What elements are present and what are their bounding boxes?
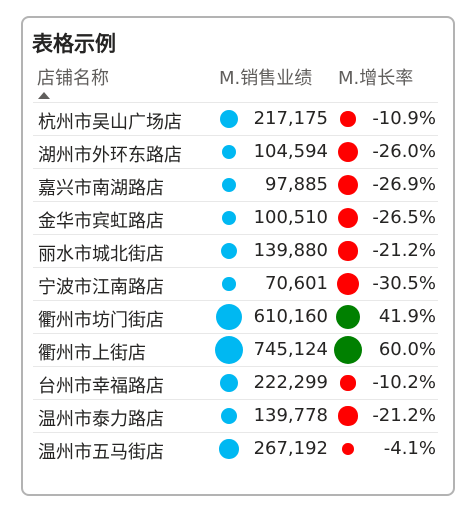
table-visual-card[interactable]: 表格示例 店铺名称 M.销售业绩 M.增长率 杭州市吴山广场店 217,175 -1… [21,16,455,496]
growth-bubble-icon [338,241,358,261]
growth-bubble-icon [334,336,362,364]
growth-bubble-icon [337,273,359,295]
store-name-cell: 台州市幸福路店 [38,376,164,397]
growth-value-cell: -21.2% [372,240,436,261]
sales-value-cell: 745,124 [253,339,328,360]
table-row[interactable]: 金华市宾虹路店 100,510 -26.5% [33,201,438,234]
sales-value-cell: 610,160 [253,306,328,327]
table-row[interactable]: 嘉兴市南湖路店 97,885 -26.9% [33,168,438,201]
growth-bubble-icon [337,174,359,196]
sales-bubble-icon [220,242,238,260]
growth-value-cell: -4.1% [383,438,436,459]
table-body: 杭州市吴山广场店 217,175 -10.9% 湖州市外环东路店 104,594 -26.… [33,102,438,465]
store-name-cell: 丽水市城北街店 [38,244,164,265]
sales-value-cell: 139,880 [253,240,328,261]
sales-value-cell: 104,594 [253,141,328,162]
growth-bubble-icon [342,443,354,455]
store-name-cell: 温州市五马街店 [38,442,164,463]
sales-bubble-icon [220,407,238,425]
table-row[interactable]: 温州市五马街店 267,192 -4.1% [33,432,438,465]
growth-value-cell: -10.2% [372,372,436,393]
sales-bubble-icon [222,277,236,291]
column-header-growth[interactable]: M.增长率 [338,68,414,89]
column-header-store[interactable]: 店铺名称 [37,68,109,89]
growth-value-cell: -21.2% [372,405,436,426]
store-name-cell: 温州市泰力路店 [38,409,164,430]
store-name-cell: 衢州市上街店 [38,343,146,364]
table-row[interactable]: 台州市幸福路店 222,299 -10.2% [33,366,438,399]
sales-value-cell: 267,192 [253,438,328,459]
growth-value-cell: 60.0% [378,339,436,360]
table-row[interactable]: 湖州市外环东路店 104,594 -26.0% [33,135,438,168]
column-header-sales[interactable]: M.销售业绩 [219,68,313,89]
table-row[interactable]: 衢州市坊门街店 610,160 41.9% [33,300,438,333]
growth-value-cell: -26.9% [372,174,436,195]
growth-bubble-icon [338,406,358,426]
store-name-cell: 嘉兴市南湖路店 [38,178,164,199]
store-name-cell: 金华市宾虹路店 [38,211,164,232]
sales-value-cell: 100,510 [253,207,328,228]
sales-bubble-icon [215,336,243,364]
sales-bubble-icon [221,210,237,226]
sales-bubble-icon [221,177,237,193]
growth-value-cell: -30.5% [372,273,436,294]
growth-bubble-icon [340,111,356,127]
sales-value-cell: 70,601 [265,273,328,294]
growth-bubble-icon [340,375,356,391]
sales-value-cell: 217,175 [253,108,328,129]
sales-bubble-icon [221,144,237,160]
table-row[interactable]: 丽水市城北街店 139,880 -21.2% [33,234,438,267]
visual-title: 表格示例 [32,32,116,56]
sort-ascending-icon[interactable] [38,92,50,99]
sales-bubble-icon [215,303,242,330]
sales-bubble-icon [219,373,239,393]
store-name-cell: 衢州市坊门街店 [38,310,164,331]
store-name-cell: 杭州市吴山广场店 [38,112,182,133]
growth-value-cell: -26.0% [372,141,436,162]
store-name-cell: 湖州市外环东路店 [38,145,182,166]
sales-value-cell: 97,885 [265,174,328,195]
store-name-cell: 宁波市江南路店 [38,277,164,298]
growth-bubble-icon [335,304,361,330]
growth-bubble-icon [337,207,359,229]
sales-bubble-icon [219,109,239,129]
sales-bubble-icon [219,439,239,459]
table-row[interactable]: 杭州市吴山广场店 217,175 -10.9% [33,102,438,135]
sales-value-cell: 222,299 [253,372,328,393]
growth-bubble-icon [337,141,359,163]
table-row[interactable]: 温州市泰力路店 139,778 -21.2% [33,399,438,432]
growth-value-cell: 41.9% [378,306,436,327]
growth-value-cell: -26.5% [372,207,436,228]
table-row[interactable]: 宁波市江南路店 70,601 -30.5% [33,267,438,300]
sales-value-cell: 139,778 [253,405,328,426]
growth-value-cell: -10.9% [372,108,436,129]
table-row[interactable]: 衢州市上街店 745,124 60.0% [33,333,438,366]
